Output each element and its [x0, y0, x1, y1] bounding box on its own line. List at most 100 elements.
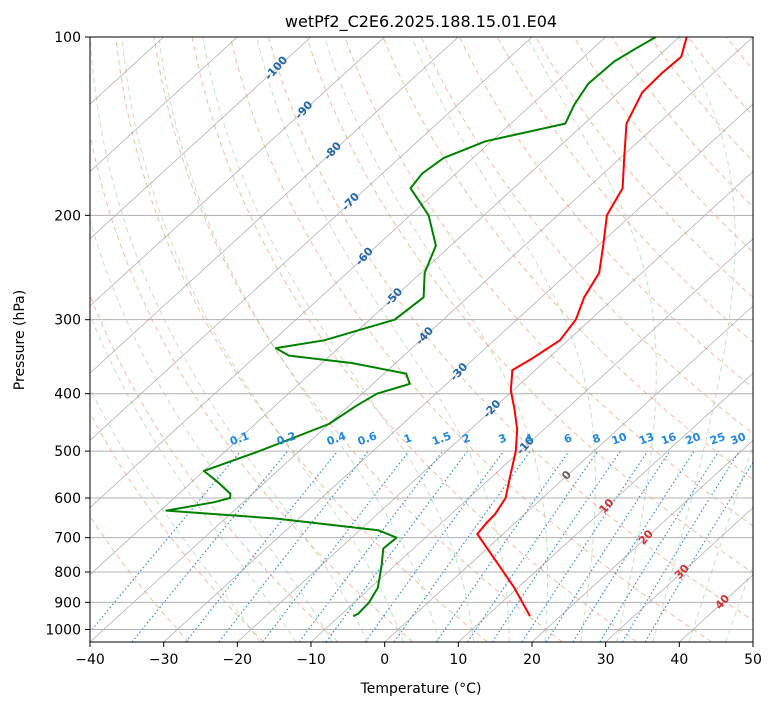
isotherm-line: [90, 37, 753, 642]
isotherm-line: [90, 37, 680, 576]
isotherm-line: [605, 507, 753, 642]
dry-adiabat: [191, 37, 638, 642]
isotherm-line: [90, 37, 533, 441]
chart-title: wetPf2_C2E6.2025.188.15.01.E04: [285, 12, 557, 32]
mixing-ratio-line: [545, 450, 671, 642]
x-tick-label: 20: [523, 652, 541, 668]
dry-adiabat: [306, 37, 753, 574]
y-tick-label: 1000: [45, 622, 81, 638]
x-tick-label: −30: [149, 652, 179, 668]
dry-adiabat: [268, 37, 753, 622]
isotherm-line: [384, 305, 753, 642]
mixing-ratio-line: [435, 450, 570, 642]
moist-adiabat: [121, 37, 404, 642]
y-tick-label: 200: [54, 208, 81, 224]
y-tick-label: 800: [54, 565, 81, 581]
mixing-ratio-label: 0.2: [275, 429, 298, 448]
mixing-ratio-label: 0.6: [356, 429, 379, 448]
mixing-ratio-line: [131, 450, 289, 642]
mixing-ratio-label: 1: [402, 431, 414, 446]
mixing-ratio-line: [521, 450, 649, 642]
isotherm-line: [90, 37, 385, 307]
dry-adiabat: [90, 293, 339, 642]
grid-lines: [90, 37, 753, 642]
dewpoint-line: [165, 37, 657, 618]
mixing-ratio-line: [572, 450, 695, 642]
x-tick-label: −20: [223, 652, 253, 668]
dry-adiabat: [90, 515, 190, 642]
mixing-ratio-label: 0.1: [228, 429, 251, 448]
y-tick-label: 600: [54, 491, 81, 507]
y-axis-label: Pressure (hPa): [12, 290, 28, 390]
moist-adiabat: [411, 37, 596, 642]
mixing-ratio-label: 3: [497, 431, 509, 446]
mixing-ratio-label: 6: [562, 431, 574, 446]
isotherm-line: [531, 439, 753, 642]
x-tick-label: 30: [597, 652, 615, 668]
y-tick-label: 100: [54, 30, 81, 46]
moist-adiabat: [158, 37, 439, 642]
moist-adiabat: [90, 313, 297, 642]
moist-adiabat: [688, 444, 753, 642]
mixing-ratio-line: [364, 450, 505, 642]
y-axis: 100 200 300 400 500 600 700 800 900 1000: [45, 30, 90, 638]
dry-adiabat: [496, 37, 753, 344]
mixing-ratio-line: [467, 450, 599, 642]
mixing-ratio-label: 2: [461, 431, 473, 446]
moist-adiabat: [652, 37, 736, 642]
plot-frame: [89, 36, 754, 643]
y-tick-label: 400: [54, 387, 81, 403]
x-tick-label: 10: [449, 652, 467, 668]
x-tick-label: −40: [75, 652, 105, 668]
x-tick-label: 0: [380, 652, 389, 668]
y-tick-label: 900: [54, 595, 81, 611]
dry-adiabat: [153, 37, 563, 642]
isotherm-line: [310, 238, 753, 642]
x-tick-label: −10: [296, 652, 326, 668]
isotherm-line: [163, 103, 753, 642]
isotherm-line: [237, 170, 753, 642]
moist-adiabat: [90, 218, 333, 642]
isotherm-line: [90, 37, 606, 509]
y-tick-label: 500: [54, 444, 81, 460]
isotherm-line: [458, 372, 753, 642]
dry-adiabat: [115, 37, 488, 642]
mixing-ratio-label: 1.5: [430, 429, 453, 448]
isotherm-line: [90, 37, 238, 172]
mixing-ratio-label: 0.4: [325, 429, 348, 448]
mixing-ratio-line: [621, 450, 740, 642]
mixing-ratio-label: 16: [659, 430, 678, 448]
mixing-ratio-label: 30: [729, 430, 748, 448]
y-tick-label: 700: [54, 531, 81, 547]
moist-adiabat: [202, 37, 475, 642]
mixing-ratio-label: 4: [523, 431, 535, 446]
x-axis: −40 −30 −20 −10 0 10 20 30 40 50: [75, 642, 762, 668]
mixing-ratio-label: 10: [610, 430, 629, 448]
x-tick-label: 50: [744, 652, 762, 668]
mixing-ratio-line: [185, 450, 339, 642]
isotherm-line: [90, 37, 312, 240]
mixing-ratio-label: 8: [591, 431, 603, 446]
dry-adiabat: [458, 37, 753, 389]
moist-adiabat: [90, 37, 369, 642]
x-tick-label: 40: [670, 652, 688, 668]
x-axis-label: Temperature (°C): [360, 681, 482, 697]
mixing-ratio-label: 13: [637, 430, 656, 447]
mixing-ratio-line: [90, 450, 242, 633]
mixing-ratio-line: [491, 450, 621, 642]
dry-adiabat: [90, 412, 264, 642]
moist-adiabat: [323, 37, 549, 642]
mixing-ratio-line: [262, 450, 410, 642]
temperature-line: [476, 37, 688, 617]
y-tick-label: 300: [54, 313, 81, 329]
mixing-ratio-label: 20: [684, 430, 703, 448]
mixing-ratio-label: 25: [708, 430, 727, 447]
moist-adiabat: [256, 37, 510, 642]
mixing-ratio-line: [325, 450, 468, 642]
moist-adiabat: [90, 387, 261, 642]
mixing-ratio-line: [298, 450, 444, 642]
isotherm-line: [90, 37, 459, 374]
profile-lines: [165, 37, 688, 618]
dry-adiabat: [229, 37, 712, 642]
